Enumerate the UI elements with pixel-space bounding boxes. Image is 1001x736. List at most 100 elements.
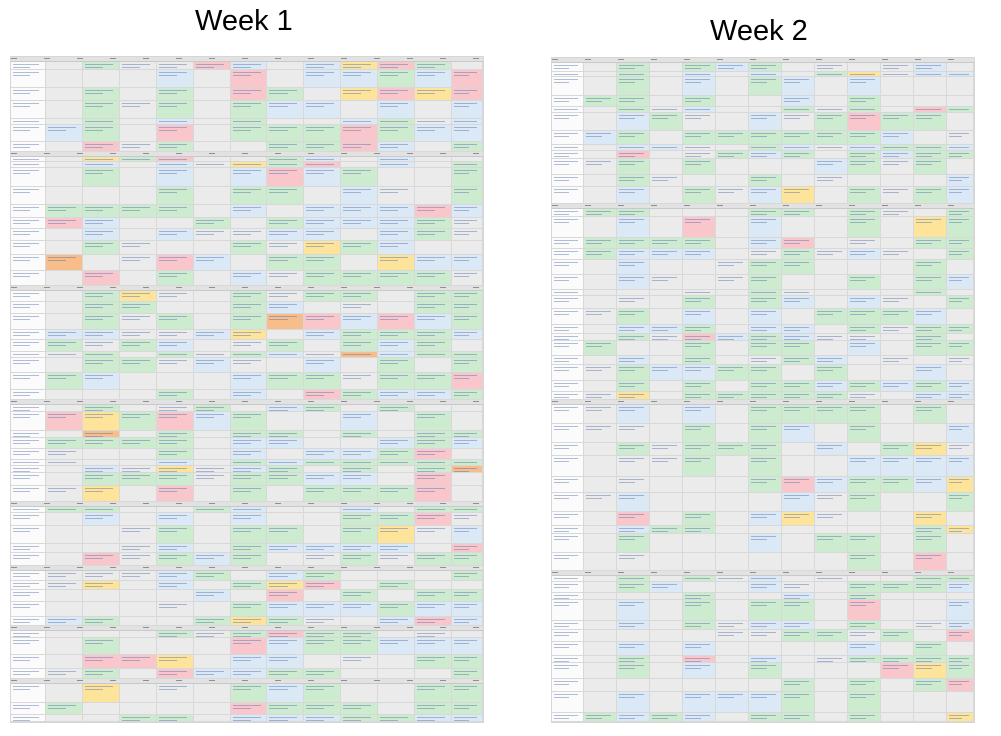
schedule-cell[interactable]: [848, 663, 881, 679]
schedule-cell[interactable]: [584, 712, 617, 722]
schedule-cell[interactable]: [156, 552, 194, 566]
schedule-cell[interactable]: [378, 589, 416, 603]
schedule-cell[interactable]: [914, 492, 947, 513]
schedule-cell[interactable]: [230, 62, 268, 71]
schedule-cell[interactable]: [267, 486, 305, 502]
schedule-cell[interactable]: [46, 459, 83, 467]
schedule-cell[interactable]: [848, 159, 881, 176]
schedule-cell[interactable]: [156, 87, 194, 102]
schedule-cell[interactable]: [304, 412, 342, 431]
schedule-cell[interactable]: [452, 313, 483, 331]
schedule-cell[interactable]: [584, 592, 617, 601]
schedule-cell[interactable]: [193, 616, 231, 627]
schedule-cell[interactable]: [304, 486, 342, 502]
schedule-cell[interactable]: [716, 324, 749, 334]
schedule-cell[interactable]: [193, 87, 231, 102]
schedule-cell[interactable]: [119, 358, 157, 374]
schedule-cell[interactable]: [552, 575, 584, 582]
schedule-cell[interactable]: [341, 655, 379, 669]
schedule-cell[interactable]: [683, 392, 716, 401]
schedule-cell[interactable]: [267, 507, 305, 513]
schedule-cell[interactable]: [683, 712, 716, 722]
schedule-cell[interactable]: [378, 703, 416, 715]
schedule-cell[interactable]: [119, 552, 157, 566]
schedule-cell[interactable]: [683, 308, 716, 325]
schedule-cell[interactable]: [848, 333, 881, 342]
schedule-cell[interactable]: [749, 259, 782, 275]
schedule-cell[interactable]: [193, 141, 231, 152]
schedule-cell[interactable]: [914, 456, 947, 477]
schedule-cell[interactable]: [452, 205, 483, 218]
schedule-cell[interactable]: [341, 544, 379, 553]
schedule-cell[interactable]: [650, 553, 683, 571]
schedule-cell[interactable]: [156, 638, 194, 656]
schedule-cell[interactable]: [683, 295, 716, 309]
schedule-cell[interactable]: [914, 526, 947, 534]
schedule-cell[interactable]: [452, 714, 483, 722]
schedule-cell[interactable]: [230, 544, 268, 553]
schedule-cell[interactable]: [947, 356, 974, 366]
schedule-cell[interactable]: [341, 638, 379, 656]
schedule-cell[interactable]: [749, 512, 782, 527]
schedule-cell[interactable]: [341, 241, 379, 255]
schedule-cell[interactable]: [552, 356, 584, 366]
schedule-cell[interactable]: [415, 291, 452, 303]
schedule-cell[interactable]: [193, 162, 231, 168]
schedule-cell[interactable]: [156, 358, 194, 374]
schedule-cell[interactable]: [617, 692, 650, 713]
schedule-cell[interactable]: [552, 341, 584, 356]
schedule-cell[interactable]: [749, 175, 782, 188]
schedule-cell[interactable]: [584, 289, 617, 296]
schedule-cell[interactable]: [156, 448, 194, 460]
schedule-cell[interactable]: [552, 113, 584, 132]
schedule-cell[interactable]: [716, 592, 749, 601]
schedule-cell[interactable]: [617, 259, 650, 275]
schedule-cell[interactable]: [683, 289, 716, 296]
schedule-cell[interactable]: [848, 526, 881, 534]
schedule-cell[interactable]: [881, 187, 914, 205]
schedule-cell[interactable]: [341, 228, 379, 242]
schedule-cell[interactable]: [378, 124, 416, 142]
schedule-cell[interactable]: [650, 341, 683, 356]
schedule-cell[interactable]: [584, 259, 617, 275]
schedule-cell[interactable]: [584, 356, 617, 366]
schedule-cell[interactable]: [452, 390, 483, 400]
schedule-cell[interactable]: [683, 187, 716, 205]
schedule-cell[interactable]: [947, 159, 974, 176]
schedule-cell[interactable]: [815, 72, 848, 78]
schedule-cell[interactable]: [230, 526, 268, 545]
schedule-cell[interactable]: [11, 217, 46, 229]
schedule-cell[interactable]: [914, 575, 947, 582]
schedule-cell[interactable]: [46, 228, 83, 242]
schedule-cell[interactable]: [716, 63, 749, 73]
schedule-cell[interactable]: [881, 63, 914, 73]
schedule-cell[interactable]: [552, 289, 584, 296]
schedule-cell[interactable]: [82, 156, 120, 163]
schedule-cell[interactable]: [552, 526, 584, 534]
schedule-cell[interactable]: [881, 392, 914, 401]
schedule-cell[interactable]: [749, 274, 782, 290]
schedule-cell[interactable]: [848, 356, 881, 366]
schedule-cell[interactable]: [848, 380, 881, 393]
schedule-cell[interactable]: [716, 248, 749, 260]
schedule-cell[interactable]: [914, 217, 947, 238]
schedule-cell[interactable]: [749, 217, 782, 238]
schedule-cell[interactable]: [378, 437, 416, 449]
schedule-cell[interactable]: [584, 145, 617, 152]
schedule-cell[interactable]: [914, 476, 947, 493]
schedule-cell[interactable]: [617, 678, 650, 693]
schedule-cell[interactable]: [881, 476, 914, 493]
schedule-cell[interactable]: [617, 107, 650, 114]
schedule-cell[interactable]: [267, 684, 305, 704]
schedule-cell[interactable]: [119, 580, 157, 590]
schedule-cell[interactable]: [11, 358, 46, 374]
schedule-cell[interactable]: [193, 507, 231, 513]
schedule-cell[interactable]: [452, 486, 483, 502]
schedule-cell[interactable]: [119, 507, 157, 513]
schedule-cell[interactable]: [378, 655, 416, 669]
schedule-cell[interactable]: [552, 512, 584, 527]
schedule-cell[interactable]: [119, 448, 157, 460]
schedule-cell[interactable]: [11, 448, 46, 460]
schedule-cell[interactable]: [119, 124, 157, 142]
schedule-cell[interactable]: [782, 641, 815, 656]
